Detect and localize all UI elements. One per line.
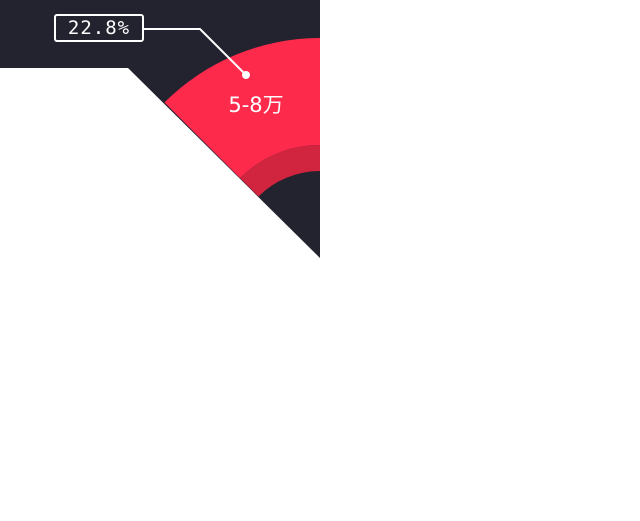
callout-leader-line xyxy=(143,28,247,76)
slice-group xyxy=(164,38,320,197)
slice-percent-label: 22.8% xyxy=(68,17,130,39)
pie-slice-outer xyxy=(164,38,320,179)
slice-category-label: 5-8万 xyxy=(228,93,283,117)
pie-slice-inner-band xyxy=(240,145,320,197)
percent-callout-box xyxy=(54,14,144,42)
callout-anchor-dot xyxy=(242,71,250,79)
